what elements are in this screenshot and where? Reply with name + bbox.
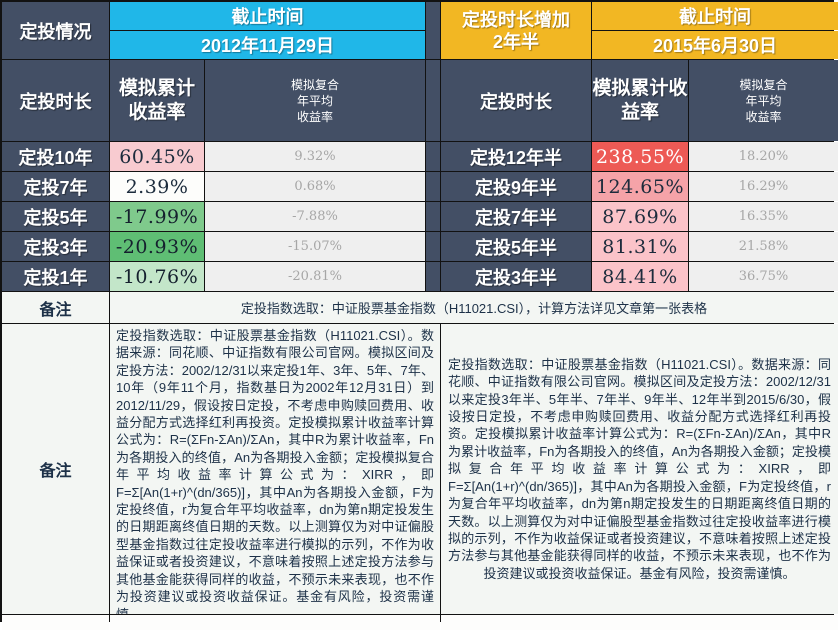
cum-value-right-0: 238.55% [592,142,688,171]
cum-value-left-2: -17.99% [110,202,204,231]
annual-value-left-0: 9.32% [205,142,425,171]
spacer-cell-row-2 [426,202,440,231]
duration-right-2: 定投7年半 [441,202,591,231]
cum-return-header-left-cell: 模拟累计收益率 [110,60,204,141]
note-detail-right-text: 定投指数选取：中证股票基金指数（H11021.CSI）。数据来源：同花顺、中证指… [448,356,831,581]
cum-value-right-3: 81.31% [592,232,688,261]
duration-header-right-cell: 定投时长 [441,60,591,141]
cum-value-left-1: 2.39% [110,172,204,201]
note-detail-left: 定投指数选取：中证股票基金指数（H11021.CSI）。数据来源：同花顺、中证指… [110,324,440,614]
note-detail-left-text: 定投指数选取：中证股票基金指数（H11021.CSI）。数据来源：同花顺、中证指… [116,328,434,614]
cum-value-right-4: 84.41% [592,262,688,291]
spacer-cell-top [426,2,440,59]
annual-value-right-2: 16.35% [689,202,838,231]
annual-value-left-2: -7.88% [205,202,425,231]
situation-header-cell: 定投情况 [2,2,109,59]
deadline-label-right-cell: 截止时间 [592,2,838,30]
cum-value-right-2: 87.69% [592,202,688,231]
empty-cell-2 [110,615,440,630]
annual-value-right-1: 16.29% [689,172,838,201]
duration-right-4: 定投3年半 [441,262,591,291]
cum-value-left-4: -10.76% [110,262,204,291]
spacer-cell-row-4 [426,262,440,291]
note-label-2: 备注 [2,324,109,614]
spacer-cell-row-1 [426,172,440,201]
duration-right-1: 定投9年半 [441,172,591,201]
duration-left-4: 定投1年 [2,262,109,291]
annual-value-right-0: 18.20% [689,142,838,171]
duration-increase-cell: 定投时长增加 2年半 [441,2,591,59]
annual-value-left-1: 0.68% [205,172,425,201]
duration-header-left-cell: 定投时长 [2,60,109,141]
compound-return-header-left-cell: 模拟复合 年平均 收益率 [205,60,425,141]
spacer-cell-header [426,60,440,141]
empty-cell-1 [2,615,109,630]
duration-left-1: 定投7年 [2,172,109,201]
cum-value-left-3: -20.93% [110,232,204,261]
annual-value-right-4: 36.75% [689,262,838,291]
note-summary: 定投指数选取：中证股票基金指数（H11021.CSI），计算方法详见文章第一张表… [110,292,838,323]
note-label-1: 备注 [2,292,109,323]
spacer-cell-row-0 [426,142,440,171]
duration-left-3: 定投3年 [2,232,109,261]
cum-return-header-right-cell: 模拟累计收益率 [592,60,688,141]
compound-return-header-right-cell: 模拟复合 年平均 收益率 [689,60,838,141]
empty-cell-3 [441,615,838,630]
cum-value-right-1: 124.65% [592,172,688,201]
deadline-date-right-cell: 2015年6月30日 [592,31,838,59]
cum-value-left-0: 60.45% [110,142,204,171]
spacer-cell-row-3 [426,232,440,261]
duration-right-3: 定投5年半 [441,232,591,261]
annual-value-right-3: 21.58% [689,232,838,261]
annual-value-left-4: -20.81% [205,262,425,291]
duration-right-0: 定投12年半 [441,142,591,171]
note-detail-right: 定投指数选取：中证股票基金指数（H11021.CSI）。数据来源：同花顺、中证指… [441,324,838,614]
deadline-label-left-cell: 截止时间 [110,2,425,30]
deadline-date-left-cell: 2012年11月29日 [110,31,425,59]
duration-left-0: 定投10年 [2,142,109,171]
duration-left-2: 定投5年 [2,202,109,231]
annual-value-left-3: -15.07% [205,232,425,261]
